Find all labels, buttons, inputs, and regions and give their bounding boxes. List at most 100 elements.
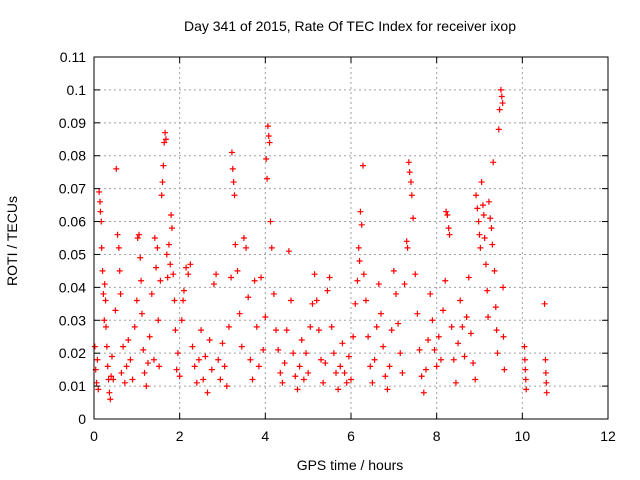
data-point <box>380 343 387 350</box>
data-point <box>223 383 230 390</box>
data-point <box>217 376 224 383</box>
data-point <box>397 350 404 357</box>
data-point <box>116 267 123 274</box>
data-point <box>382 373 389 380</box>
data-point <box>129 376 136 383</box>
data-point <box>452 379 459 386</box>
data-point <box>253 323 260 330</box>
x-axis-label: GPS time / hours <box>297 457 404 473</box>
data-point <box>309 300 316 307</box>
data-point <box>288 297 295 304</box>
data-point <box>311 271 318 278</box>
data-point <box>168 225 175 232</box>
data-point <box>356 258 363 265</box>
data-point <box>100 290 107 297</box>
data-point <box>359 162 366 169</box>
grid-lines <box>94 57 608 419</box>
data-point <box>96 198 103 205</box>
data-point <box>478 179 485 186</box>
data-point <box>371 356 378 363</box>
data-point <box>178 317 185 324</box>
data-point <box>277 369 284 376</box>
data-point <box>405 159 412 166</box>
data-point <box>463 313 470 320</box>
data-point <box>481 235 488 241</box>
data-point <box>399 369 406 376</box>
data-point <box>258 274 265 281</box>
data-point <box>412 271 419 278</box>
data-point <box>313 297 320 304</box>
x-tick-label: 12 <box>600 428 616 444</box>
data-point <box>484 287 491 294</box>
data-point <box>231 192 238 199</box>
data-point <box>444 211 451 218</box>
data-point <box>407 179 414 186</box>
data-point <box>215 356 222 363</box>
data-point <box>133 297 140 304</box>
data-point <box>263 156 270 163</box>
data-point <box>339 340 346 347</box>
plot-frame <box>93 56 609 420</box>
data-point <box>433 363 440 370</box>
data-point <box>174 350 181 357</box>
data-point <box>345 353 352 360</box>
data-point <box>141 369 148 376</box>
data-point <box>429 317 436 324</box>
data-point <box>155 317 162 324</box>
data-point <box>365 333 372 340</box>
data-point <box>320 379 327 386</box>
data-point <box>355 244 362 251</box>
data-point <box>121 379 128 386</box>
data-point <box>472 376 479 383</box>
data-point <box>425 337 432 344</box>
data-point <box>328 323 335 330</box>
data-point <box>102 297 109 304</box>
data-point <box>465 274 472 281</box>
data-point <box>498 93 505 100</box>
y-axis-label: ROTI / TECUs <box>4 196 20 286</box>
data-point <box>431 346 438 353</box>
data-point <box>445 225 452 232</box>
data-point <box>390 267 397 274</box>
data-point <box>343 379 350 386</box>
data-point <box>395 320 402 327</box>
data-point <box>103 343 110 350</box>
data-point <box>377 310 384 317</box>
data-point <box>131 323 138 330</box>
data-point <box>151 235 158 241</box>
data-point <box>225 323 232 330</box>
data-point <box>476 231 483 238</box>
data-point <box>455 340 462 347</box>
y-tick-label: 0.04 <box>59 279 86 295</box>
data-point <box>410 215 417 222</box>
data-point <box>229 165 236 172</box>
data-point <box>335 386 342 393</box>
data-point <box>138 277 145 284</box>
data-point <box>228 274 235 281</box>
data-point <box>195 356 202 363</box>
data-point <box>348 376 354 383</box>
x-tick-label: 10 <box>515 428 531 444</box>
data-point <box>360 271 367 278</box>
data-point <box>470 360 477 367</box>
data-point <box>416 346 423 353</box>
y-tick-label: 0.05 <box>59 246 86 262</box>
data-point <box>135 231 142 238</box>
data-point <box>487 215 494 222</box>
data-point <box>522 376 529 383</box>
data-point <box>491 267 498 274</box>
data-point <box>91 343 98 350</box>
data-point <box>322 360 329 367</box>
data-point <box>440 307 447 314</box>
data-point <box>108 353 115 360</box>
data-point <box>442 277 449 284</box>
data-point <box>521 343 528 350</box>
data-point <box>120 343 127 350</box>
data-point <box>266 139 273 146</box>
data-point <box>437 356 444 363</box>
data-point <box>234 267 241 274</box>
data-point <box>522 366 529 373</box>
data-point <box>236 310 243 317</box>
data-point <box>542 369 549 376</box>
